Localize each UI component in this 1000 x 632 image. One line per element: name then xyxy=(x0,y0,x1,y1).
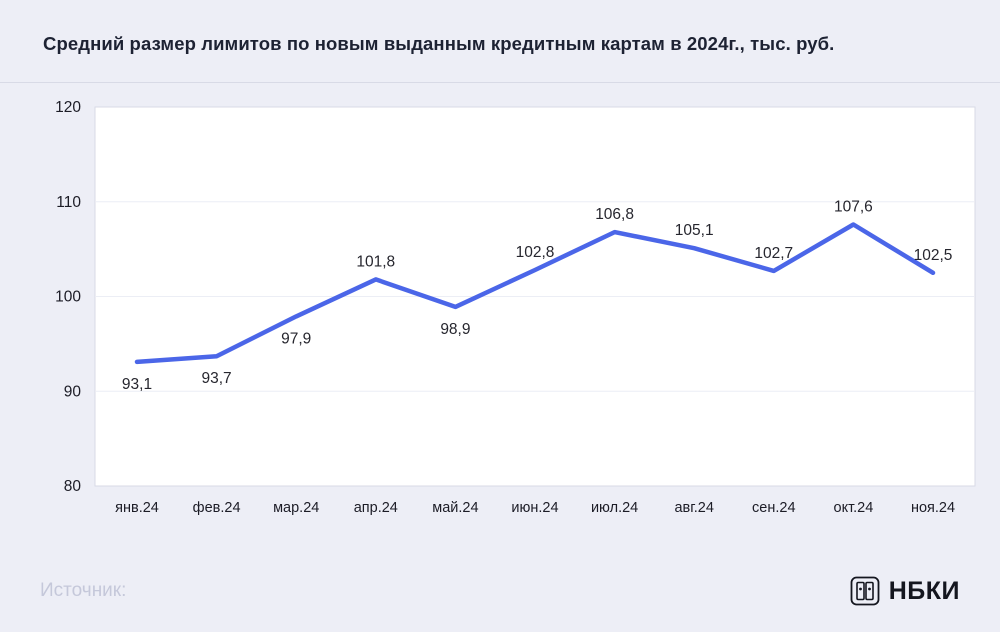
y-tick-label: 80 xyxy=(64,478,82,495)
source-label: Источник: xyxy=(40,580,127,601)
x-tick-label: апр.24 xyxy=(354,500,398,516)
x-tick-label: янв.24 xyxy=(115,500,159,516)
x-tick-label: июн.24 xyxy=(511,500,558,516)
data-label: 107,6 xyxy=(834,198,873,215)
y-tick-label: 90 xyxy=(64,383,82,400)
x-tick-label: сен.24 xyxy=(752,500,795,516)
x-tick-label: окт.24 xyxy=(834,500,874,516)
nbki-logo-icon xyxy=(850,576,880,606)
divider xyxy=(0,82,1000,83)
y-tick-label: 120 xyxy=(55,99,81,116)
data-label: 93,7 xyxy=(202,370,232,387)
x-tick-label: авг.24 xyxy=(674,500,713,516)
x-tick-label: ноя.24 xyxy=(911,500,955,516)
data-label: 102,7 xyxy=(754,245,793,262)
data-label: 98,9 xyxy=(440,321,470,338)
x-tick-label: май.24 xyxy=(432,500,478,516)
data-label: 106,8 xyxy=(595,206,634,223)
data-label: 101,8 xyxy=(356,253,395,270)
data-label: 105,1 xyxy=(675,222,714,239)
x-tick-label: фев.24 xyxy=(193,500,241,516)
data-labels: 93,1 93,7 97,9 101,8 98,9 102,8 106,8 105,1 102,… xyxy=(122,198,952,392)
data-label: 102,8 xyxy=(516,244,555,261)
data-label: 102,5 xyxy=(914,247,953,264)
data-line xyxy=(134,222,936,365)
header: Средний размер лимитов по новым выданным… xyxy=(0,0,1000,55)
footer: Источник: НБКИ xyxy=(0,576,1000,632)
x-axis-ticks: янв.24 фев.24 мар.24 апр.24 май.24 июн.24 июл.… xyxy=(115,500,955,516)
line-chart: 80 90 100 110 120 янв.24 фев.24 мар.24 апр.24 май… xyxy=(55,99,976,516)
y-tick-label: 110 xyxy=(56,194,81,211)
nbki-logo-text: НБКИ xyxy=(888,576,960,605)
x-tick-label: июл.24 xyxy=(591,500,638,516)
data-label: 97,9 xyxy=(281,330,311,347)
chart-area: 80 90 100 110 120 янв.24 фев.24 мар.24 апр.24 май… xyxy=(0,83,1000,533)
data-label: 93,1 xyxy=(122,376,152,393)
y-tick-label: 100 xyxy=(55,289,81,306)
nbki-logo: НБКИ xyxy=(850,576,960,606)
chart-title: Средний размер лимитов по новым выданным… xyxy=(43,33,835,54)
gridlines xyxy=(96,201,974,392)
x-tick-label: мар.24 xyxy=(273,500,319,516)
y-axis-ticks: 80 90 100 110 120 xyxy=(55,99,81,495)
